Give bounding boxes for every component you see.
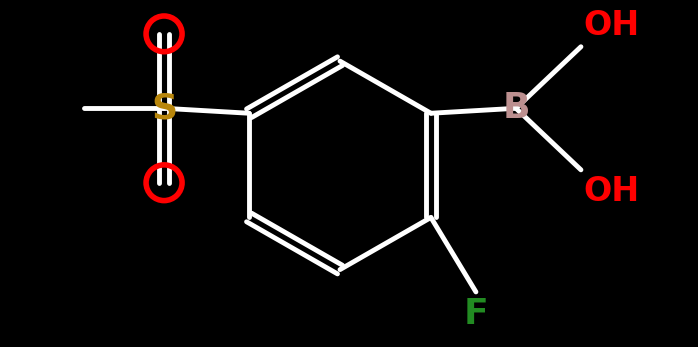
Text: F: F bbox=[463, 297, 489, 331]
Text: B: B bbox=[502, 91, 530, 125]
Text: OH: OH bbox=[583, 9, 639, 42]
Text: OH: OH bbox=[583, 175, 639, 208]
Text: S: S bbox=[151, 91, 177, 125]
